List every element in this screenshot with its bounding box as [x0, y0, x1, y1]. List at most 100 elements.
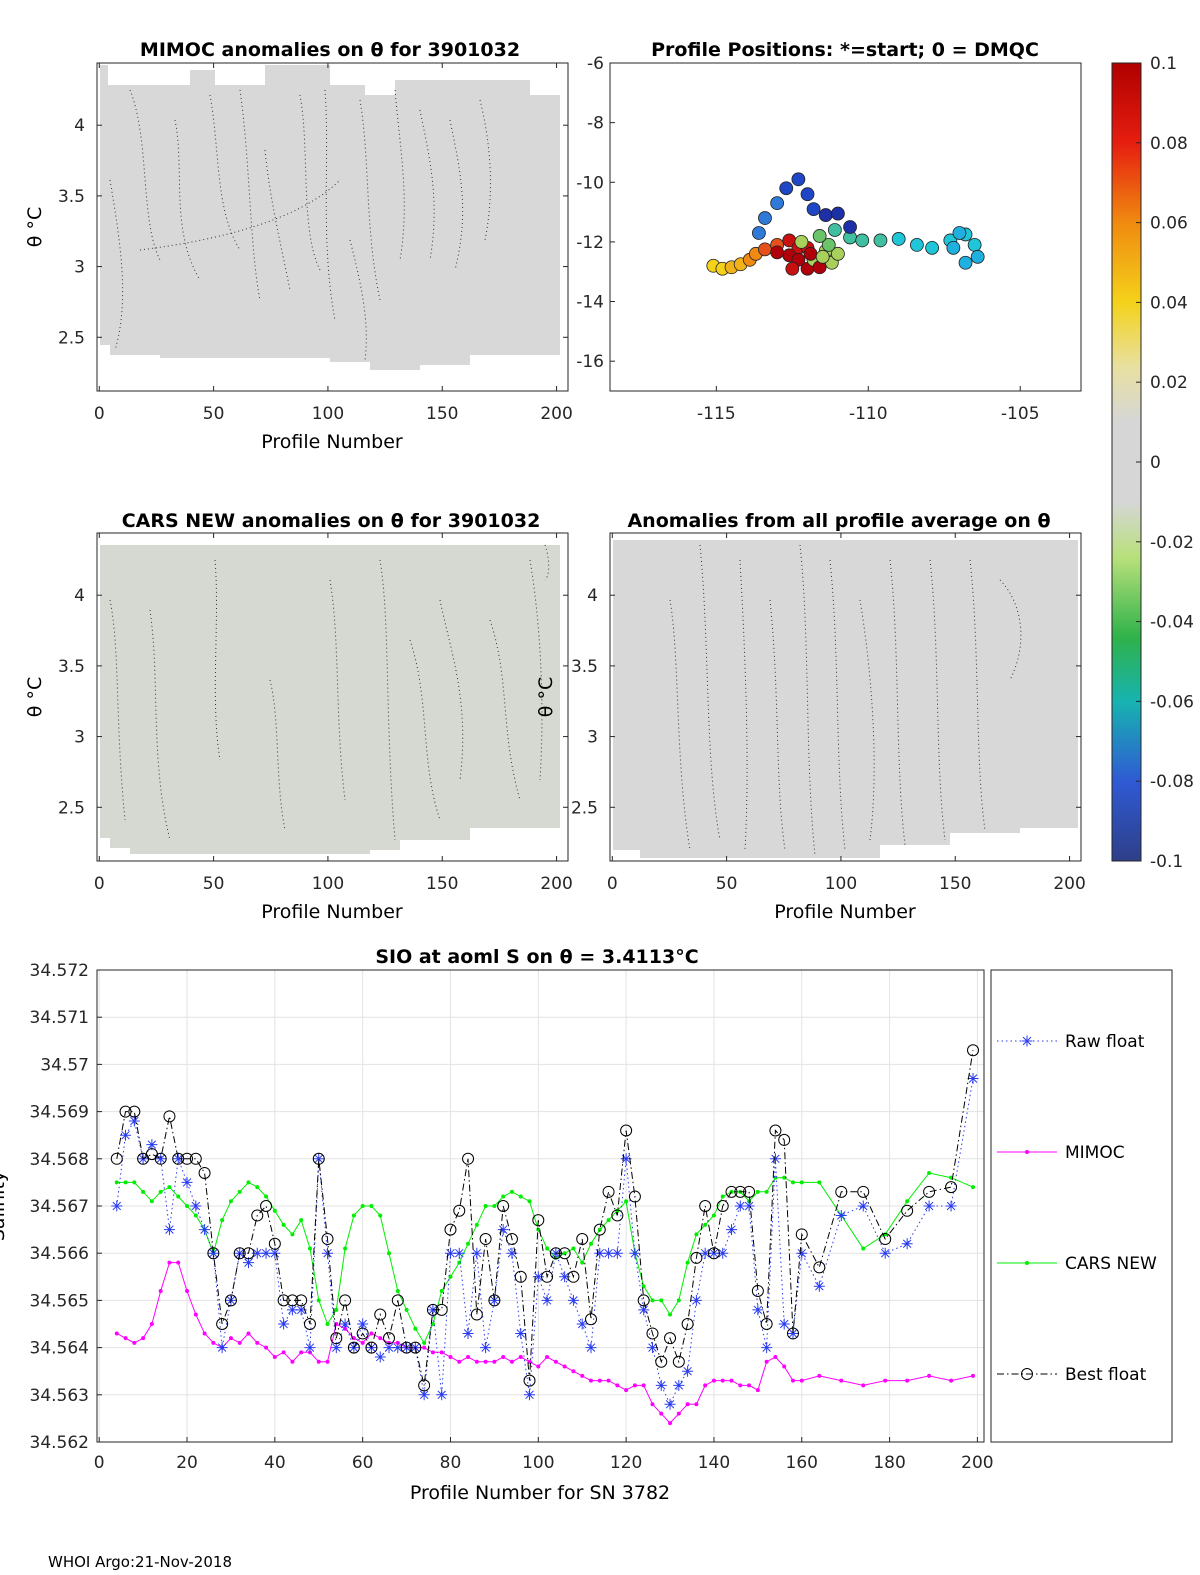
series-point-raw-float: [339, 1318, 351, 1330]
series-point-cars-new: [141, 1189, 146, 1194]
x-tick-label: 80: [440, 1453, 462, 1473]
x-tick-label: -115: [697, 404, 736, 424]
series-point-raw-float: [945, 1200, 957, 1212]
series-point-raw-float: [901, 1238, 913, 1250]
series-point-mimoc: [711, 1378, 716, 1383]
series-point-mimoc: [720, 1378, 725, 1383]
series-point-mimoc: [123, 1336, 128, 1341]
series-point-best-float: [690, 1251, 703, 1264]
x-tick-label: 100: [312, 874, 344, 894]
legend-items: Raw float MIMOC CARS NEW Best float: [997, 1032, 1157, 1385]
series-point-cars-new: [316, 1298, 321, 1303]
series-point-best-float: [681, 1318, 694, 1330]
colorbar-tick-label: -0.04: [1150, 613, 1194, 633]
series-point-best-float: [637, 1294, 650, 1307]
series-point-raw-float: [295, 1304, 307, 1316]
y-tick-label: -6: [587, 54, 604, 74]
position-point: [821, 237, 836, 252]
legend-marker-mimoc: [1025, 1150, 1029, 1154]
series-point-best-float: [505, 1233, 518, 1246]
series-point-cars-new: [905, 1199, 910, 1204]
series-point-mimoc: [457, 1359, 462, 1364]
mimoc-title: MIMOC anomalies on θ for 3901032: [140, 39, 520, 61]
series-point-mimoc: [211, 1340, 216, 1345]
series-point-best-float: [189, 1152, 202, 1165]
x-tick-label: 180: [873, 1453, 905, 1473]
series-point-raw-float: [374, 1351, 386, 1363]
x-tick-label: 200: [540, 874, 572, 894]
series-point-best-float: [835, 1185, 848, 1198]
position-point: [800, 187, 815, 202]
y-tick-label: 2.5: [58, 798, 85, 818]
series-point-mimoc: [755, 1388, 760, 1393]
series-point-best-float: [778, 1133, 791, 1146]
cars-ylabel: θ °C: [24, 677, 46, 717]
series-point-mimoc: [299, 1350, 304, 1355]
series-point-cars-new: [509, 1189, 514, 1194]
series-point-raw-float: [260, 1247, 272, 1259]
mimoc-panel: MIMOC anomalies on θ for 3901032 0 50 100 1…: [24, 39, 573, 453]
series-point-cars-new: [176, 1194, 181, 1199]
y-tick-label: 4: [587, 586, 598, 606]
series-point-mimoc: [738, 1383, 743, 1388]
series-line-mimoc: [116, 1262, 974, 1424]
x-tick-label: 120: [610, 1453, 642, 1473]
series-point-best-float: [110, 1152, 123, 1165]
series-point-best-float: [128, 1105, 141, 1118]
colorbar-tick-label: -0.1: [1150, 852, 1183, 872]
x-tick-label: 20: [176, 1453, 198, 1473]
x-tick-label: 100: [312, 404, 344, 424]
allprof-x-ticks: 0 50 100 150 200: [607, 533, 1086, 894]
series-point-cars-new: [246, 1180, 251, 1185]
series-point-best-float: [233, 1247, 246, 1260]
colorbar-tick-label: 0.06: [1150, 214, 1188, 234]
legend-label-cars-new: CARS NEW: [1065, 1254, 1157, 1274]
series-point-raw-float: [717, 1247, 729, 1259]
position-point: [815, 249, 830, 264]
position-point: [779, 181, 794, 196]
series-point-best-float: [470, 1308, 483, 1321]
series-point-raw-float: [967, 1073, 979, 1085]
series-point-mimoc: [316, 1359, 321, 1364]
colorbar-tick-label: 0: [1150, 453, 1161, 473]
series-point-mimoc: [202, 1331, 207, 1336]
position-point: [831, 246, 845, 261]
series-point-raw-float: [532, 1271, 544, 1283]
position-point: [843, 220, 857, 234]
x-tick-label: 200: [961, 1453, 993, 1473]
series-point-best-float: [716, 1200, 729, 1212]
series-point-mimoc: [624, 1388, 629, 1393]
y-tick-label: 34.566: [30, 1244, 89, 1264]
series-point-cars-new: [571, 1246, 576, 1251]
series-point-best-float: [672, 1355, 685, 1368]
series-point-mimoc: [694, 1402, 699, 1407]
series-point-raw-float: [576, 1318, 588, 1330]
position-point: [758, 242, 772, 257]
allprof-panel: Anomalies from all profile average on θ …: [535, 510, 1086, 923]
y-tick-label: 34.567: [30, 1197, 89, 1217]
y-tick-label: 34.569: [30, 1103, 89, 1123]
series-point-raw-float: [726, 1224, 738, 1236]
series-point-cars-new: [659, 1298, 664, 1303]
series-point-mimoc: [492, 1359, 497, 1364]
series-point-best-float: [751, 1284, 764, 1297]
series-point-mimoc: [439, 1350, 444, 1355]
series-point-raw-float: [146, 1139, 158, 1151]
series-point-raw-float: [752, 1304, 764, 1316]
position-point: [806, 202, 821, 217]
sio-panel: SIO at aoml S on θ = 3.4113°C 0 20 40 60 80 1…: [0, 946, 1173, 1504]
series-point-best-float: [172, 1152, 185, 1165]
series-point-raw-float: [769, 1153, 781, 1165]
series-point-raw-float: [879, 1247, 891, 1259]
series-point-best-float: [295, 1294, 308, 1307]
series-point-best-float: [699, 1200, 712, 1212]
colorbar-tick-label: 0.08: [1150, 134, 1188, 154]
series-point-mimoc: [422, 1345, 427, 1350]
series-point-mimoc: [641, 1383, 646, 1388]
series-point-best-float: [549, 1247, 562, 1260]
series-point-cars-new: [307, 1246, 312, 1251]
series-point-cars-new: [149, 1199, 154, 1204]
series-point-mimoc: [141, 1336, 146, 1341]
series-point-raw-float: [172, 1153, 184, 1165]
series-point-mimoc: [905, 1378, 910, 1383]
